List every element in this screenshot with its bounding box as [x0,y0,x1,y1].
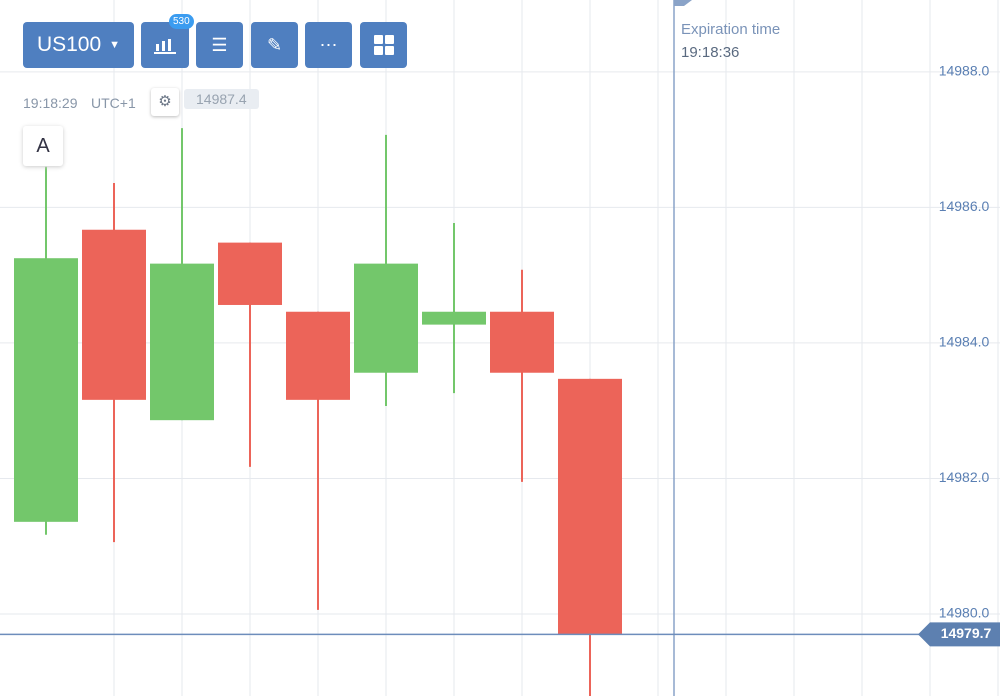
candle-body [354,263,418,373]
y-tick-label: 14982.0 [939,469,990,485]
draw-button[interactable]: ✎ [251,22,298,68]
y-tick-label: 14984.0 [939,334,990,350]
current-price-tag [918,622,1000,647]
y-tick-label: 14986.0 [939,198,990,214]
chart-type-button[interactable]: 530 [141,14,194,68]
icon: ✎ [266,34,283,55]
current-price-label: 14979.7 [941,625,992,641]
timezone: UTC+1 [91,95,136,111]
candle-body [14,258,78,522]
expiration-time: 19:18:36 [681,44,740,61]
candle-body [422,311,486,325]
label-button[interactable]: A [23,126,63,166]
time: 19:18:29 [23,95,78,111]
candle-body [150,263,214,421]
more-button[interactable]: ⋯ [305,22,352,68]
icon: ⋯ [319,34,338,55]
gear-button[interactable]: ⚙ [151,88,179,116]
caret: ▼ [109,39,121,51]
candle-body [558,378,622,635]
y-tick-label: 14980.0 [939,605,990,621]
candle-body [286,311,350,400]
badge: 530 [169,14,194,29]
expiration-label: Expiration time [681,21,781,38]
icon [154,39,176,54]
layout-button[interactable] [360,22,407,68]
candle-body [218,242,282,305]
expiration-flag [674,0,692,6]
settings-button[interactable]: ☰ [196,22,243,68]
candle-body [490,311,554,373]
symbol: US100 [36,33,102,56]
price-marker: 14987.4 [184,89,259,109]
candle-body [82,229,146,400]
icon: ☰ [211,34,228,55]
y-tick-label: 14988.0 [939,63,990,79]
symbol-button[interactable]: US100 ▼ [23,22,134,68]
icon [373,35,394,55]
